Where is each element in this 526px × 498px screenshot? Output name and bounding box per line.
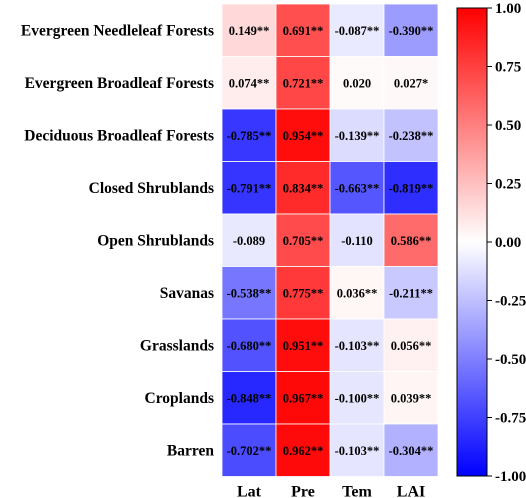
heatmap-cell (383, 213, 439, 267)
colorbar-tick-label: 0.00 (495, 235, 521, 251)
colorbar-tick-label: -0.50 (495, 352, 526, 368)
cell-value-label: 0.056** (391, 339, 432, 353)
colorbar-tick-label: 0.50 (495, 118, 521, 134)
heatmap-cell (275, 56, 331, 110)
row-label: Savanas (160, 285, 214, 302)
column-label: Pre (291, 484, 315, 498)
column-label: LAI (397, 484, 425, 498)
cell-value-label: -0.680** (227, 339, 272, 353)
colorbar-tick-label: 1.00 (495, 1, 521, 17)
cell-value-label: -0.211** (389, 286, 433, 300)
heatmap-cell (383, 318, 439, 372)
heatmap-cell (383, 3, 439, 57)
cell-value-label: 0.586** (391, 234, 432, 248)
heatmap-cell (275, 161, 331, 215)
colorbar-tick-label: -1.00 (495, 469, 526, 485)
heatmap-cell (275, 213, 331, 267)
cell-value-label: -0.110 (341, 234, 373, 248)
colorbar-tick-label: 0.25 (495, 177, 521, 193)
cell-value-label: 0.954** (283, 129, 324, 143)
cell-value-label: 0.039** (391, 391, 432, 405)
cell-value-label: 0.951** (283, 339, 324, 353)
row-label: Grasslands (140, 337, 214, 354)
cell-value-label: -0.103** (335, 339, 380, 353)
cell-value-label: 0.020 (343, 76, 371, 90)
cell-value-label: -0.791** (227, 181, 272, 195)
row-label: Barren (167, 442, 214, 459)
heatmap-cell (221, 3, 277, 57)
row-label: Open Shrublands (97, 232, 214, 249)
heatmap-cell (383, 161, 439, 215)
heatmap-cell (221, 266, 277, 320)
heatmap-cell (221, 371, 277, 425)
heatmap-cell (221, 318, 277, 372)
heatmap-cell (329, 213, 385, 267)
heatmap-cell (383, 56, 439, 110)
cell-value-label: -0.139** (335, 129, 380, 143)
row-label: Deciduous Broadleaf Forests (24, 127, 214, 144)
cell-value-label: 0.036** (337, 286, 378, 300)
cell-value-label: -0.702** (227, 444, 272, 458)
cell-value-label: 0.074** (229, 76, 270, 90)
row-label: Closed Shrublands (89, 180, 214, 197)
cell-value-label: -0.103** (335, 444, 380, 458)
cell-value-label: 0.834** (283, 181, 324, 195)
colorbar-tick-label: 0.75 (495, 60, 521, 76)
row-label: Croplands (145, 390, 215, 407)
heatmap-cell (329, 3, 385, 57)
colorbar-gradient (456, 7, 488, 477)
cell-value-label: -0.848** (227, 391, 272, 405)
cell-value-label: -0.663** (335, 181, 380, 195)
heatmap-cell (329, 371, 385, 425)
heatmap-cell (329, 423, 385, 477)
row-labels: Evergreen Needleleaf Forests Evergreen Br… (21, 22, 214, 459)
heatmap-cell (329, 266, 385, 320)
cell-value-label: 0.027* (394, 76, 428, 90)
heatmap-cell (275, 423, 331, 477)
cell-value-label: -0.819** (389, 181, 434, 195)
cell-value-label: -0.087** (335, 24, 380, 38)
column-labels: Lat Pre Tem LAI (237, 484, 425, 498)
row-label: Evergreen Broadleaf Forests (25, 75, 214, 92)
heatmap-cell (275, 108, 331, 162)
column-label: Lat (237, 484, 262, 498)
cell-value-label: -0.100** (335, 391, 380, 405)
heatmap-cell (383, 266, 439, 320)
heatmap-cell (383, 108, 439, 162)
column-label: Tem (342, 484, 372, 498)
heatmap-cell (275, 266, 331, 320)
cell-value-label: -0.089 (233, 234, 265, 248)
cell-value-label: -0.238** (389, 129, 434, 143)
cell-value-label: -0.785** (227, 129, 272, 143)
cell-value-label: 0.705** (283, 234, 324, 248)
cell-value-label: 0.775** (283, 286, 324, 300)
heatmap-cell (383, 423, 439, 477)
heatmap-cell (275, 3, 331, 57)
cell-value-label: -0.390** (389, 24, 434, 38)
cell-value-label: 0.149** (229, 24, 270, 38)
cell-value-label: 0.967** (283, 391, 324, 405)
heatmap-cells: 0.149** 0.691** -0.087** -0.390** 0.074** 0.7… (221, 3, 439, 477)
cell-value-label: -0.304** (389, 444, 434, 458)
cell-value-label: 0.691** (283, 24, 324, 38)
heatmap-cell (221, 213, 277, 267)
cell-value-label: 0.962** (283, 444, 324, 458)
row-label: Evergreen Needleleaf Forests (21, 22, 214, 39)
heatmap-cell (329, 318, 385, 372)
colorbar-ticks: 1.00 0.75 0.50 0.25 0.00 -0.25 -0.50 -0.75 -1.00 (487, 1, 526, 485)
colorbar (456, 7, 488, 477)
cell-value-label: 0.721** (283, 76, 324, 90)
colorbar-tick-label: -0.75 (495, 411, 526, 427)
colorbar-tick-label: -0.25 (495, 294, 526, 310)
cell-value-label: -0.538** (227, 286, 272, 300)
